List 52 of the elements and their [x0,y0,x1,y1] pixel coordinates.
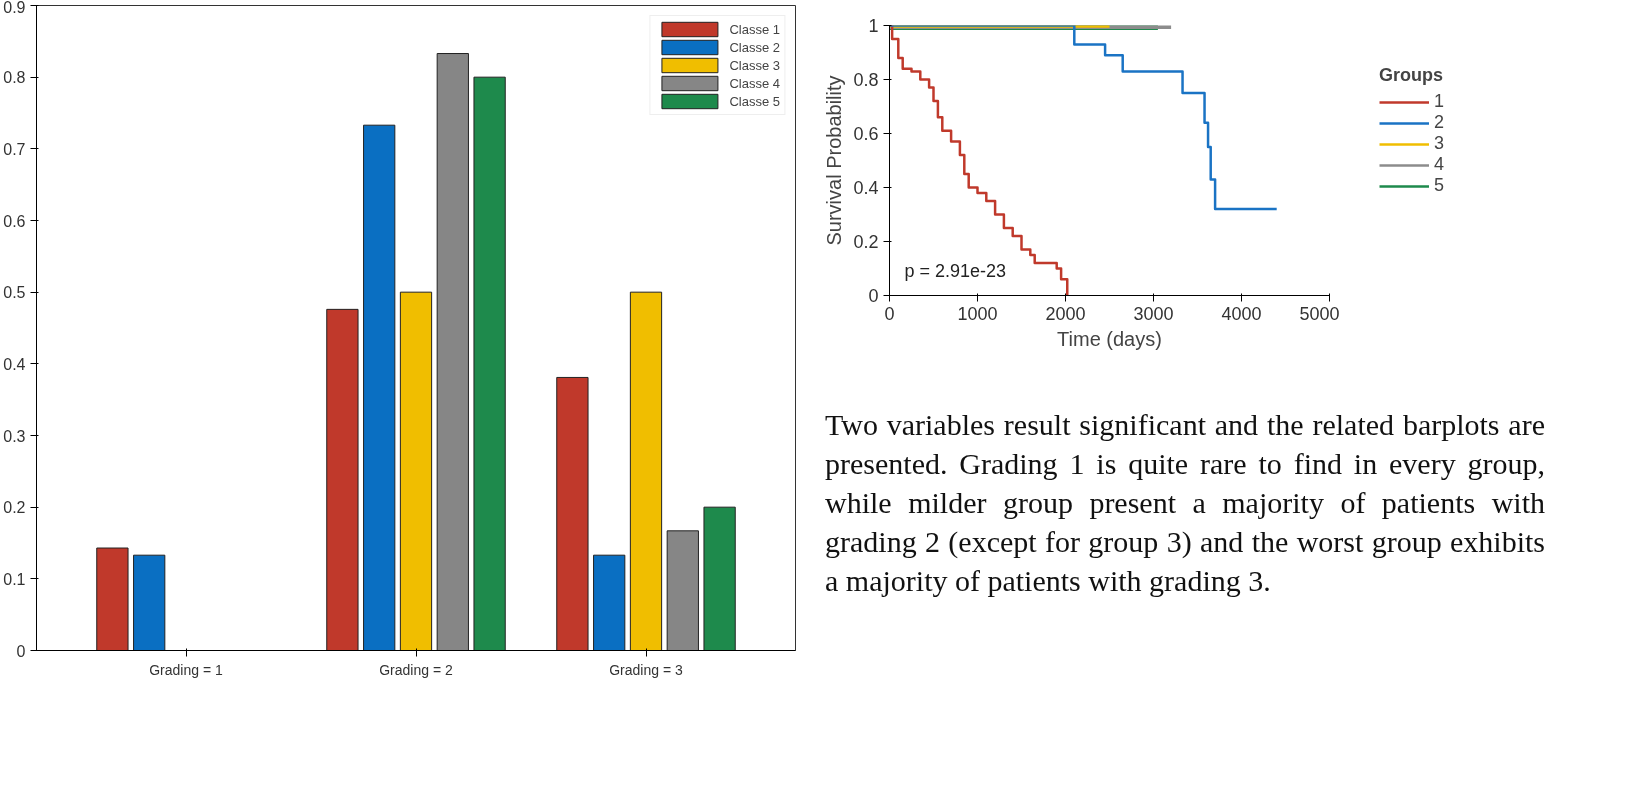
bar [96,547,129,651]
legend-label: 3 [1434,133,1445,154]
x-tick-label: 4000 [1221,303,1262,324]
bar [593,554,626,651]
bar [133,554,166,651]
x-tick-label: Grading = 2 [379,661,453,678]
y-tick-label: 0.8 [853,70,879,90]
legend-label: Classe 4 [729,75,780,91]
bar [363,124,396,651]
bar [326,308,359,651]
x-tick-label: 3000 [1133,303,1174,324]
legend-label: 2 [1434,112,1445,133]
bar [473,76,506,651]
text: Two variables result significant and the related barplots are presented. Grading 1 is quite rare to find in every group, while milder group present a majority of patients with grading 2 (except for group 3) and the worst group exhibits a majority of patients with grading 3. [825,407,1545,599]
legend-label: Classe 5 [729,93,780,109]
x-tick-label: 2000 [1045,303,1086,324]
legend-label: Classe 1 [729,21,780,37]
y-tick-label: 0.2 [853,232,879,252]
y-tick-label: 0 [868,286,879,306]
y-tick-label: 1 [868,16,879,36]
legend-label: 1 [1434,91,1445,112]
y-tick-label: 0.6 [3,212,26,230]
y-tick-label: 0.6 [853,124,879,144]
y-tick-label: 0.3 [3,427,26,445]
bar [629,291,663,651]
y-tick-label: 0.4 [853,178,879,198]
y-tick-label: 0.2 [3,499,26,517]
bar [399,291,433,651]
x-tick-label: 0 [884,303,895,324]
y-tick-label: 0.9 [3,0,26,16]
y-tick-label: 0.1 [3,570,26,588]
x-tick-label: 5000 [1299,303,1340,324]
legend-label: Classe 3 [729,57,780,73]
y-tick-label: 0.5 [3,284,26,302]
x-tick-label: 1000 [957,303,998,324]
legend-label: Classe 2 [729,39,780,55]
bar [436,53,469,651]
legend-title: Groups [1379,65,1444,86]
y-tick-label: 0.4 [3,355,26,373]
bar [556,376,589,651]
bar [666,530,699,651]
y-tick-label: 0 [16,642,26,660]
x-tick-label: Grading = 1 [149,661,223,678]
annotation: p = 2.91e-23 [904,260,1007,281]
y-tick-label: 0.7 [3,140,26,158]
y-axis-title: Survival Probability [823,75,846,246]
y-tick-label: 0.8 [3,69,26,87]
legend-label: 4 [1434,154,1445,175]
legend-label: 5 [1434,175,1445,196]
bar [703,506,736,651]
x-axis-title: Time (days) [1057,327,1162,350]
x-tick-label: Grading = 3 [609,661,683,678]
